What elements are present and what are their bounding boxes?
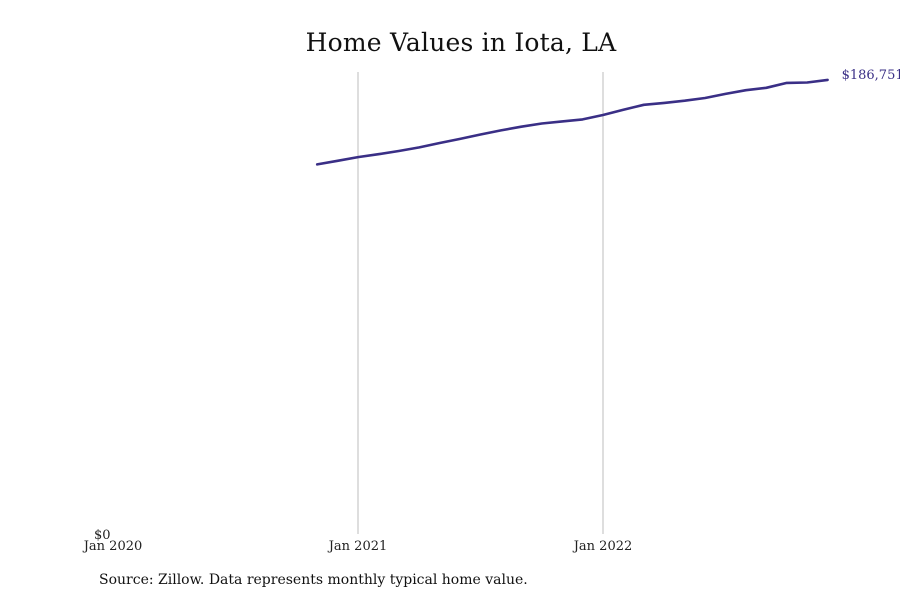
label-layer: $186,751	[842, 68, 900, 83]
end-value-label: $186,751	[842, 68, 900, 83]
x-tick-label: Jan 2022	[572, 539, 633, 554]
grid-layer	[357, 72, 604, 534]
line-layer	[315, 78, 829, 166]
x-tick-label: Jan 2021	[327, 539, 388, 554]
y-tick-label: $0	[94, 528, 111, 543]
axis-layer: Jan 2020 Jan 2021 Jan 2022 $0	[82, 528, 633, 554]
series-line-1	[315, 78, 829, 166]
source-note: Source: Zillow. Data represents monthly …	[99, 572, 528, 588]
x-tick-label: Jan 2020	[82, 539, 143, 554]
chart-title: Home Values in Iota, LA	[305, 28, 617, 57]
